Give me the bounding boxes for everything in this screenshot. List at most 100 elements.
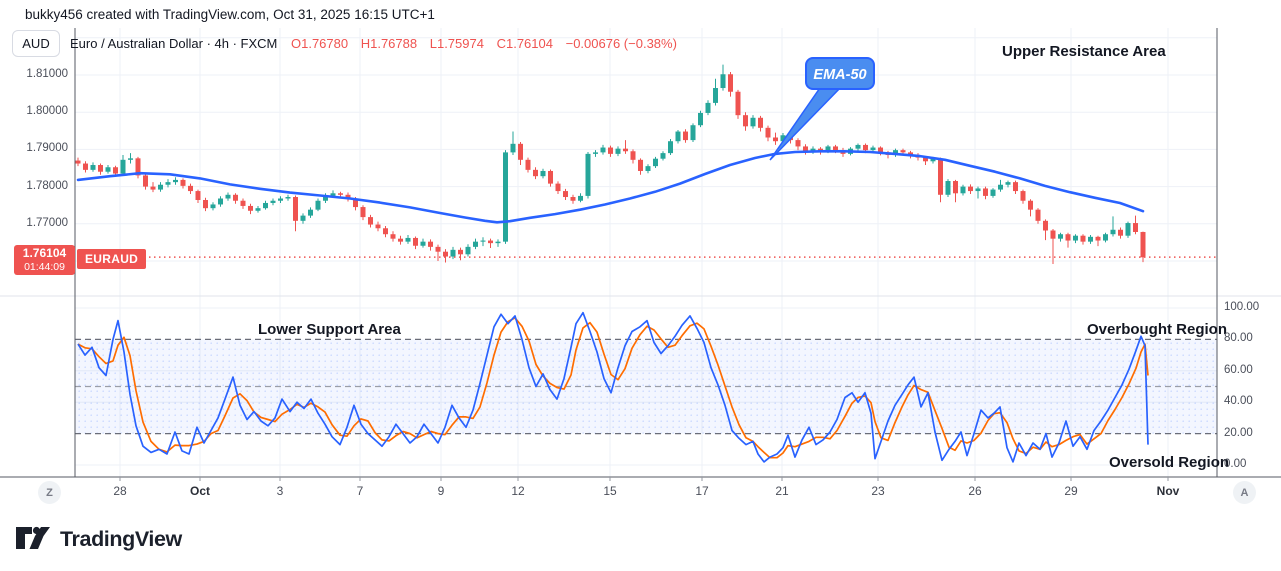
timezone-button[interactable]: Z [38, 481, 61, 504]
symbol-header: Euro / Australian Dollar · 4h · FXCM O1.… [70, 36, 686, 51]
candle [623, 148, 628, 152]
tradingview-logo[interactable]: TradingView [15, 524, 182, 554]
candle [615, 148, 621, 154]
ohlc-change: −0.00676 (−0.38%) [565, 36, 677, 51]
candle [893, 150, 898, 155]
candle [195, 191, 201, 200]
candle [83, 163, 88, 170]
candle [803, 146, 808, 152]
candle [960, 186, 966, 194]
candle [293, 197, 298, 221]
candle [503, 152, 508, 242]
candle [1125, 223, 1131, 236]
candle [345, 194, 351, 199]
candle [660, 153, 666, 159]
candle [1043, 220, 1048, 231]
candle [983, 188, 988, 196]
candle [443, 251, 448, 257]
tradingview-logo-text: TradingView [60, 526, 182, 551]
candle [495, 241, 501, 244]
candle [180, 179, 186, 186]
bar-countdown: 01:44:09 [24, 261, 65, 273]
candle [353, 198, 358, 208]
candle [225, 194, 231, 199]
candle [638, 159, 643, 171]
candle [855, 144, 861, 149]
last-price-value: 1.76104 [22, 246, 67, 260]
currency-axis-button[interactable]: AUD [12, 30, 60, 57]
candle [548, 170, 553, 184]
candle [473, 241, 478, 247]
candle [563, 191, 568, 198]
candle [173, 179, 178, 183]
candle [270, 200, 276, 203]
candle [375, 224, 381, 229]
candle [330, 193, 336, 196]
candle [120, 159, 126, 174]
candle [945, 181, 951, 195]
candle [488, 240, 493, 244]
candle [1035, 209, 1041, 221]
candle [1073, 235, 1078, 241]
candle [953, 181, 958, 194]
candle [338, 193, 343, 195]
candle [480, 240, 486, 242]
ema-callout-label: EMA-50 [813, 67, 866, 83]
candle [158, 184, 163, 190]
candle [683, 131, 688, 141]
candle [1028, 200, 1033, 210]
candle [743, 115, 748, 127]
annotation-upper-resistance[interactable]: Upper Resistance Area [1002, 43, 1166, 60]
candle [383, 228, 388, 235]
candle [1103, 234, 1108, 241]
candle [75, 160, 81, 164]
candle [413, 237, 418, 246]
candle [390, 234, 396, 239]
candle [833, 146, 838, 151]
candle [218, 198, 223, 205]
candle [825, 146, 831, 152]
candle [248, 205, 253, 211]
candle [368, 217, 373, 225]
candle [608, 147, 613, 154]
candle [533, 169, 538, 177]
candle [405, 237, 411, 242]
candle [810, 148, 816, 152]
candle [150, 186, 156, 190]
candle [278, 198, 283, 201]
candle [863, 144, 868, 151]
candle [750, 117, 756, 127]
candle [998, 184, 1003, 190]
candle [135, 158, 141, 176]
candle [668, 141, 673, 154]
candle [525, 159, 531, 170]
candle [570, 197, 576, 201]
candle [795, 140, 801, 147]
candle [300, 215, 306, 221]
candle [1118, 229, 1123, 236]
candle [653, 158, 658, 167]
ohlc-close: C1.76104 [496, 36, 553, 51]
annotation-lower-support[interactable]: Lower Support Area [258, 321, 401, 338]
candle [818, 148, 823, 152]
candle [203, 199, 208, 209]
candle [360, 207, 366, 218]
candle [765, 127, 771, 138]
candle [1013, 182, 1018, 192]
candle [210, 204, 216, 209]
annotation-oversold[interactable]: Oversold Region [1109, 454, 1230, 471]
ohlc-open: O1.76780 [290, 36, 349, 51]
candle [518, 143, 523, 160]
candle [1080, 235, 1086, 242]
candle [1095, 236, 1101, 241]
auto-scale-button[interactable]: A [1233, 481, 1256, 504]
candle [98, 165, 103, 172]
candle [90, 165, 96, 170]
ema-callout[interactable]: EMA-50 [769, 57, 875, 161]
candle [165, 182, 171, 185]
symbol-title[interactable]: Euro / Australian Dollar · 4h · FXCM [70, 36, 278, 51]
candle [465, 246, 471, 255]
annotation-overbought[interactable]: Overbought Region [1087, 321, 1227, 338]
candle [263, 202, 268, 209]
